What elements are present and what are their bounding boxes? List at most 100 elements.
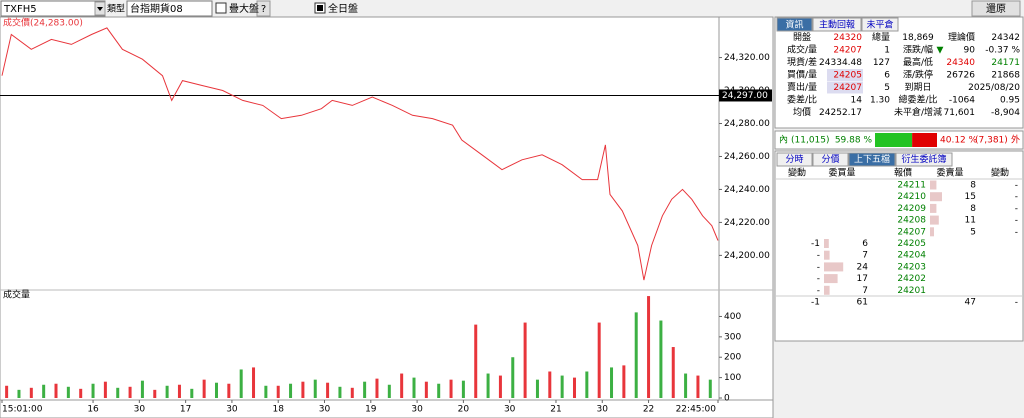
quote-cell: 總委差/比 (898, 94, 937, 106)
volume-bar (535, 379, 539, 398)
quote-cell: 開盤 (793, 31, 811, 43)
restore-button[interactable] (971, 0, 1021, 17)
x-tick-label: 18 (272, 405, 284, 415)
ask-qty-bar (930, 192, 942, 202)
quote-cell: 賣出/量 (787, 81, 817, 93)
bid-qty-bar (824, 285, 830, 295)
ask-qty-bar (930, 203, 937, 213)
x-tick-label: 19 (365, 405, 377, 415)
ask-qty-bar (930, 215, 939, 225)
toolbar (0, 0, 1024, 17)
quote-tab-label: 資訊 (785, 19, 803, 31)
volume-y-tick-label: 200 (724, 353, 741, 363)
volume-bar (289, 383, 293, 398)
quote-panel (774, 16, 1024, 129)
bid-price: 24204 (897, 251, 926, 261)
volume-bar (140, 380, 144, 398)
ask-change: - (1015, 227, 1018, 237)
overlay-checkbox[interactable] (215, 2, 227, 14)
volume-bar (91, 383, 95, 398)
ask-qty: 11 (965, 216, 976, 226)
orderbook-panel (774, 150, 1024, 342)
bid-change: - (817, 286, 820, 296)
bid-qty-bar (824, 262, 844, 272)
x-tick-label: 30 (226, 405, 238, 415)
orderbook-tab[interactable] (848, 152, 896, 167)
x-tick-label: 30 (134, 405, 146, 415)
quote-tab[interactable] (776, 17, 813, 32)
x-tick-label: 15:01:00 (2, 405, 43, 415)
ask-qty: 5 (970, 227, 976, 237)
bid-price: 24203 (897, 262, 926, 272)
quote-cell: 2025/08/20 (968, 83, 1020, 93)
quote-tab-label: 主動回報 (819, 19, 855, 31)
volume-bar (474, 324, 478, 398)
price-line (1, 27, 719, 281)
x-tick-label: 22 (643, 405, 654, 415)
volume-bar (227, 383, 231, 398)
ask-change: - (1015, 204, 1018, 214)
volume-bar (214, 382, 218, 398)
ask-qty-bar (930, 227, 934, 237)
chart-panel (0, 16, 774, 418)
volume-bar (708, 379, 712, 398)
product-box[interactable] (126, 0, 213, 17)
quote-cell: 21868 (991, 71, 1020, 81)
down-arrow: ▼ (937, 46, 944, 56)
orderbook-tab[interactable] (895, 152, 953, 167)
bid-qty-bar (824, 239, 829, 248)
volume-bar (153, 389, 157, 398)
outer-label: 外 (1011, 134, 1020, 146)
x-tick-label: 30 (411, 405, 423, 415)
volume-bar (165, 385, 169, 398)
inner-count: (11,015) (791, 136, 830, 146)
volume-bar (252, 367, 256, 398)
ask-change: - (1015, 192, 1018, 202)
bid-change: - (817, 262, 820, 272)
price-title: 成交價(24,283.00) (3, 17, 83, 29)
orderbook-tab[interactable] (812, 152, 849, 167)
quote-cell: 24342 (991, 33, 1020, 43)
volume-bar (486, 373, 490, 398)
quote-cell: 現貨/差 (787, 56, 817, 68)
bid-qty: 7 (862, 286, 868, 296)
ask-change: - (1015, 216, 1018, 226)
quote-tab[interactable] (812, 17, 862, 32)
orderbook-header: 變動 (788, 167, 806, 179)
reference-label: 24,297.00 (722, 91, 768, 101)
volume-bar (177, 384, 181, 398)
y-tick-label: 24,200.00 (724, 251, 770, 261)
help-button[interactable] (256, 0, 271, 17)
bid-price: 24202 (897, 274, 926, 284)
bid-change: - (817, 274, 820, 284)
volume-bar (498, 375, 502, 398)
x-tick-label: 22:45:00 (676, 405, 717, 415)
orderbook-header: 委賣量 (936, 167, 963, 179)
orderbook-header: 委買量 (828, 167, 855, 179)
y-tick-label: 24,320.00 (724, 53, 770, 63)
orderbook-header: 變動 (991, 167, 1009, 179)
dropdown-arrow (97, 7, 103, 11)
ask-qty: 15 (965, 192, 976, 202)
symbol: TXFH5 (3, 4, 37, 15)
volume-bar (42, 384, 46, 398)
ask-total-change: - (1015, 298, 1018, 308)
volume-bar (363, 381, 367, 398)
bid-change: - (817, 251, 820, 261)
volume-bar (400, 373, 404, 398)
volume-bar (313, 379, 317, 398)
bid-qty: 17 (857, 274, 868, 284)
quote-cell: 1.30 (870, 96, 890, 106)
quote-cell: 均價 (793, 106, 811, 118)
quote-tab[interactable] (861, 17, 899, 32)
volume-bar (190, 388, 194, 398)
volume-bar (634, 312, 638, 398)
x-tick-label: 21 (550, 405, 561, 415)
overlay-label: 疊大盤 (229, 2, 259, 15)
inner-label: 內 (779, 135, 788, 146)
orderbook-tab[interactable] (776, 152, 813, 167)
ask-qty-bar (930, 180, 937, 190)
volume-y-tick-label: 0 (724, 394, 730, 404)
quote-cell: 24207 (833, 46, 862, 56)
